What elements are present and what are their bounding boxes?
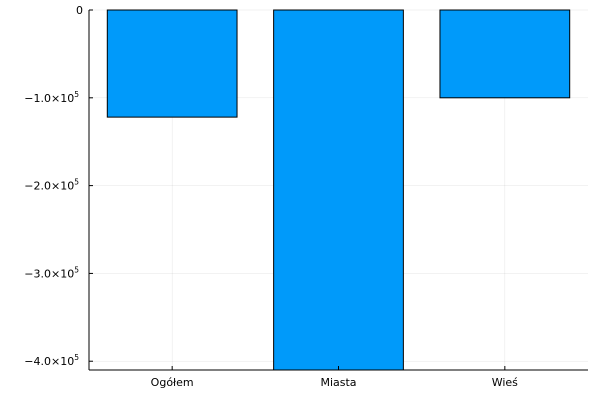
y-ticks: 0 −1.0×105 −2.0×105 −3.0×105 −4.0×105	[24, 4, 93, 368]
x-tick-label: Miasta	[320, 376, 356, 389]
y-tick-label: −2.0×105	[24, 178, 79, 193]
x-tick-label: Ogółem	[151, 376, 194, 389]
x-tick-label: Wieś	[492, 376, 518, 389]
y-tick-label: −4.0×105	[24, 353, 79, 368]
x-ticks: Ogółem Miasta Wieś	[151, 366, 518, 389]
y-tick-label: −1.0×105	[24, 90, 79, 105]
y-tick-label: 0	[76, 4, 83, 17]
bar-1	[273, 9, 404, 371]
bars	[106, 9, 571, 371]
bar-2	[439, 9, 571, 99]
bar-0	[106, 9, 238, 118]
y-tick-label: −3.0×105	[24, 265, 79, 280]
